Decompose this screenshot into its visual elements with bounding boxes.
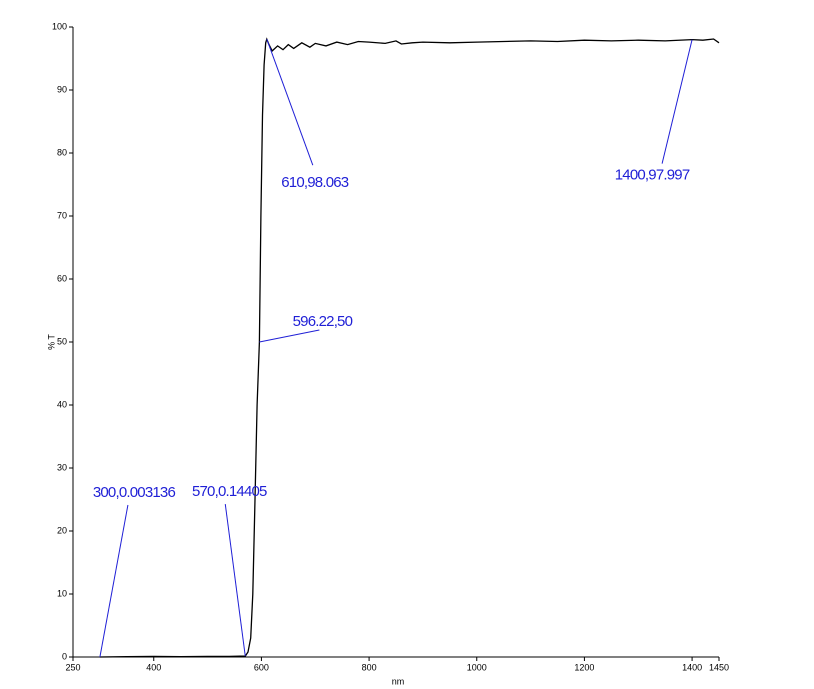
x-tick-label: 250 — [65, 662, 80, 672]
annotation-label: 570,0.14405 — [192, 483, 267, 500]
annotation-label: 1400,97.997 — [615, 167, 690, 184]
annotation-leader — [661, 39, 693, 164]
x-tick-label: 600 — [254, 662, 269, 672]
y-tick-label: 30 — [57, 462, 67, 472]
annotation-leader — [99, 504, 129, 658]
y-tick-label: 60 — [57, 273, 67, 283]
annotation-leader — [224, 504, 246, 657]
x-tick-label: 1400 — [682, 662, 702, 672]
y-tick-label: 10 — [57, 588, 67, 598]
x-tick-label: 1450 — [709, 662, 729, 672]
y-tick-label: 90 — [57, 84, 67, 94]
y-tick-label: 20 — [57, 525, 67, 535]
y-tick-label: 50 — [57, 336, 67, 346]
x-axis-label: nm — [392, 676, 405, 686]
annotation-label: 300,0.003136 — [93, 484, 176, 501]
x-tick-label: 1000 — [467, 662, 487, 672]
x-tick-label: 800 — [362, 662, 377, 672]
annotation-label: 610,98.063 — [281, 174, 349, 191]
y-tick-label: 0 — [62, 651, 67, 661]
y-tick-label: 70 — [57, 210, 67, 220]
annotation-label: 596.22,50 — [293, 313, 353, 330]
annotation-leader — [266, 39, 314, 166]
annotation-leader — [259, 329, 320, 343]
data-line — [99, 37, 720, 658]
y-axis-label: % T — [46, 334, 56, 350]
x-tick-label: 1200 — [574, 662, 594, 672]
y-tick-label: 80 — [57, 147, 67, 157]
x-tick-label: 400 — [146, 662, 161, 672]
y-tick-label: 100 — [52, 21, 67, 31]
y-tick-label: 40 — [57, 399, 67, 409]
